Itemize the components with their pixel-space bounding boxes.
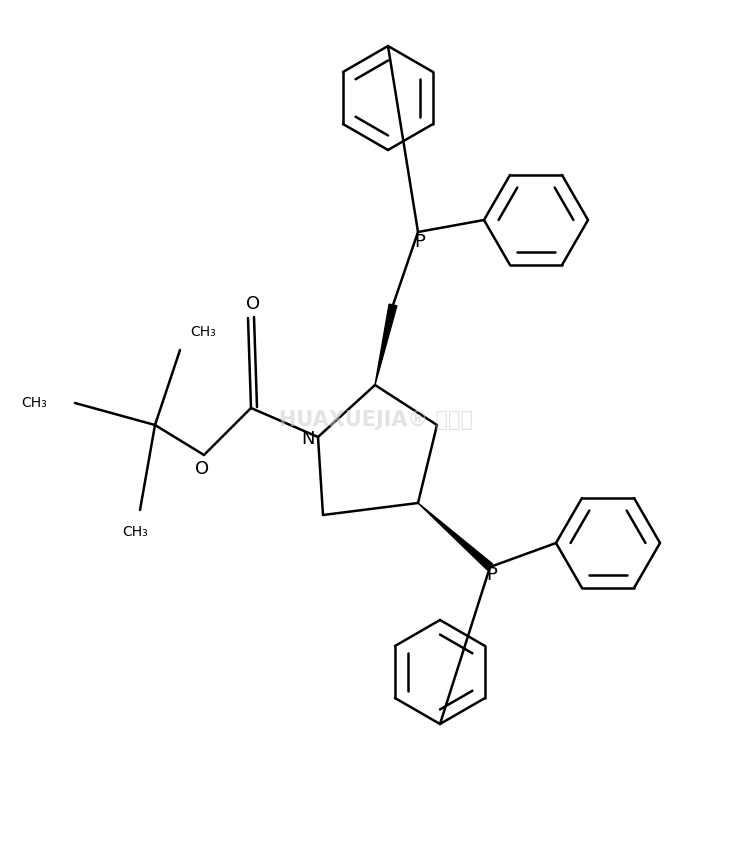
- Text: P: P: [414, 233, 426, 251]
- Text: O: O: [246, 295, 260, 313]
- Text: P: P: [487, 566, 497, 584]
- Polygon shape: [418, 503, 493, 570]
- Text: O: O: [195, 460, 209, 478]
- Text: CH₃: CH₃: [122, 525, 148, 539]
- Text: HUAXUEJIA® 化学加: HUAXUEJIA® 化学加: [279, 410, 473, 430]
- Text: CH₃: CH₃: [21, 396, 47, 410]
- Text: CH₃: CH₃: [190, 325, 216, 339]
- Polygon shape: [375, 304, 397, 385]
- Text: N: N: [302, 430, 315, 448]
